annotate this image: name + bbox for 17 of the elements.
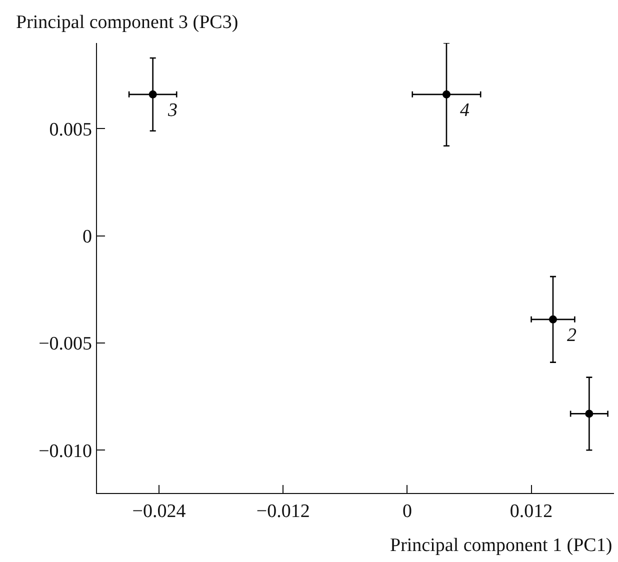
- y-tick-label: −0.010: [38, 440, 92, 462]
- x-tick-label: 0.012: [510, 500, 553, 522]
- annotation: 2: [567, 325, 577, 346]
- x-tick-label: −0.012: [256, 500, 310, 522]
- y-axis-title: Principal component 3 (PC3): [16, 12, 238, 33]
- y-tick-label: 0.005: [49, 119, 92, 140]
- x-tick-label: −0.024: [132, 500, 186, 522]
- y-tick-label: −0.005: [38, 334, 92, 355]
- x-axis-title: Principal component 1 (PC1): [390, 535, 612, 556]
- point: [548, 315, 557, 324]
- x-tick-label: 0: [402, 500, 412, 522]
- point: [585, 410, 594, 418]
- point: [148, 90, 157, 98]
- y-tick-label: 0: [82, 226, 92, 248]
- annotation: 4: [460, 100, 470, 121]
- annotation: 3: [167, 100, 178, 121]
- point: [442, 90, 450, 98]
